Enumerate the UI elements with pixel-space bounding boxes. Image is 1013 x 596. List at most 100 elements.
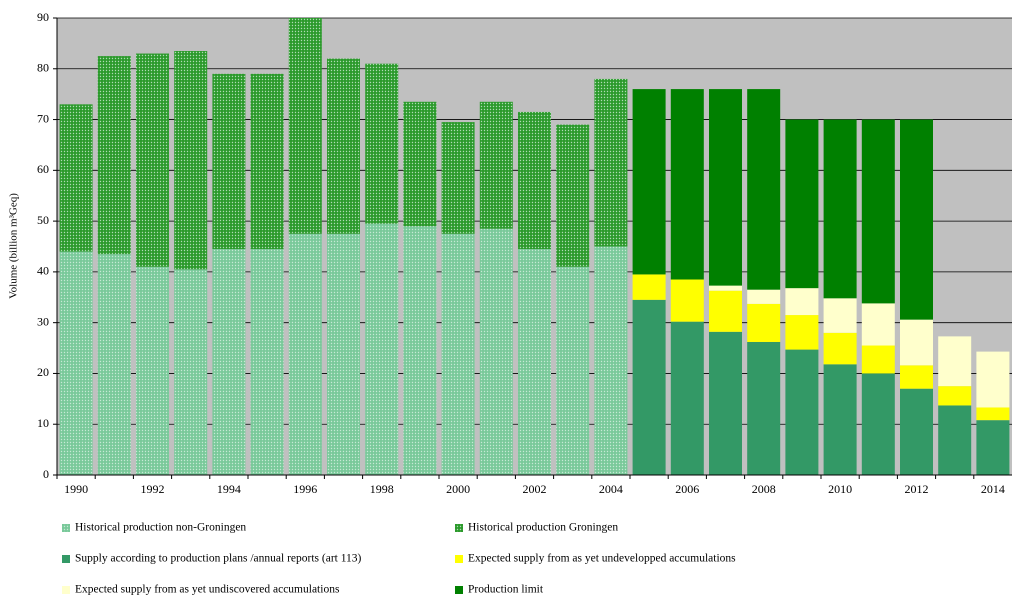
bar-segment (861, 373, 895, 475)
legend-swatch (62, 524, 70, 532)
bar-segment (97, 56, 131, 255)
bar-segment (709, 89, 742, 286)
bar-segment (747, 289, 781, 304)
bar-segment (861, 345, 895, 374)
bar-segment (632, 299, 666, 475)
bar-segment (174, 269, 208, 475)
bar-segment (212, 73, 246, 250)
x-tick-label: 2008 (752, 482, 776, 496)
bar-segment (518, 111, 551, 250)
legend-label: Expected supply from as yet undiscovered… (75, 584, 340, 596)
bar-segment (976, 407, 1010, 421)
legend-swatch (455, 555, 463, 563)
x-tick-label: 1996 (293, 482, 317, 496)
bar-segment (365, 223, 399, 475)
bar-segment (365, 63, 399, 224)
bar-segment (785, 288, 819, 316)
bar-segment (403, 101, 437, 227)
bar-segment (594, 78, 628, 247)
bar-segment (212, 249, 246, 475)
bar-segment (403, 226, 437, 475)
bar-segment (594, 246, 628, 475)
bar-segment (250, 249, 284, 475)
bar-segment (97, 254, 131, 475)
y-tick-label: 10 (37, 416, 49, 430)
y-tick-label: 20 (37, 365, 49, 379)
legend-swatch (62, 586, 70, 594)
bar-segment (250, 73, 284, 250)
x-tick-label: 2004 (599, 482, 623, 496)
bar-segment (441, 233, 475, 475)
y-tick-label: 80 (37, 61, 49, 75)
x-tick-label: 1994 (217, 482, 241, 496)
y-axis-label: Volume (billion m³Geq) (8, 193, 20, 299)
bar-segment (670, 279, 704, 322)
bar-segment (900, 319, 933, 366)
bar-segment (747, 341, 781, 475)
bar-segment (632, 89, 666, 275)
bar-segment (785, 315, 819, 350)
bar-segment (938, 336, 972, 387)
bar-segment (136, 266, 169, 475)
bar-segment (823, 298, 857, 333)
x-tick-label: 1990 (64, 482, 88, 496)
bar-segment (976, 351, 1010, 408)
bar-segment (785, 119, 819, 289)
x-tick-label: 2002 (523, 482, 547, 496)
bar-segment (861, 119, 895, 304)
bar-segment (288, 18, 322, 234)
bar-segment (938, 405, 972, 475)
bar-segment (59, 104, 93, 252)
bar-segment (556, 266, 590, 475)
y-tick-label: 60 (37, 162, 49, 176)
bar-segment (441, 122, 475, 234)
x-tick-label: 2010 (828, 482, 852, 496)
bar-segment (59, 251, 93, 475)
legend-label: Historical production Groningen (468, 522, 618, 534)
bar-segment (518, 249, 551, 475)
bar-segment (174, 51, 208, 270)
bar-segment (479, 101, 513, 229)
legend-label: Historical production non-Groningen (75, 522, 246, 534)
y-tick-label: 40 (37, 264, 49, 278)
bar-segment (670, 321, 704, 475)
bar-segment (747, 89, 781, 290)
bar-segment (632, 274, 666, 300)
x-tick-label: 1998 (370, 482, 394, 496)
bar-segment (709, 285, 742, 291)
bar-segment (747, 303, 781, 342)
legend-swatch (62, 555, 70, 563)
bar-segment (823, 364, 857, 475)
y-tick-label: 50 (37, 213, 49, 227)
x-tick-label: 2012 (905, 482, 929, 496)
y-tick-label: 0 (43, 467, 49, 481)
bar-segment (136, 53, 169, 267)
x-tick-label: 2014 (981, 482, 1005, 496)
legend-label: Supply according to production plans /an… (75, 553, 362, 565)
y-tick-label: 70 (37, 111, 49, 125)
legend: Historical production non-Groningen Histo… (62, 522, 736, 596)
bar-segment (976, 420, 1010, 475)
legend-swatch (455, 524, 463, 532)
bar-segment (479, 228, 513, 475)
bar-segment (938, 386, 972, 406)
bar-segment (823, 332, 857, 365)
x-tick-label: 2000 (446, 482, 470, 496)
bar-segment (823, 119, 857, 299)
legend-swatch (455, 586, 463, 594)
bar-segment (861, 303, 895, 346)
bar-segment (327, 58, 360, 234)
bar-segment (556, 124, 590, 267)
bar-segment (900, 365, 933, 389)
bar-segment (900, 119, 933, 320)
bar-segment (327, 233, 360, 475)
x-tick-label: 1992 (141, 482, 165, 496)
bar-segment (288, 233, 322, 475)
bar-segment (785, 349, 819, 475)
y-tick-label: 30 (37, 314, 49, 328)
bar-segment (900, 388, 933, 475)
y-tick-label: 90 (37, 10, 49, 24)
bar-segment (709, 290, 742, 332)
legend-label: Expected supply from as yet undevelopped… (468, 553, 736, 565)
